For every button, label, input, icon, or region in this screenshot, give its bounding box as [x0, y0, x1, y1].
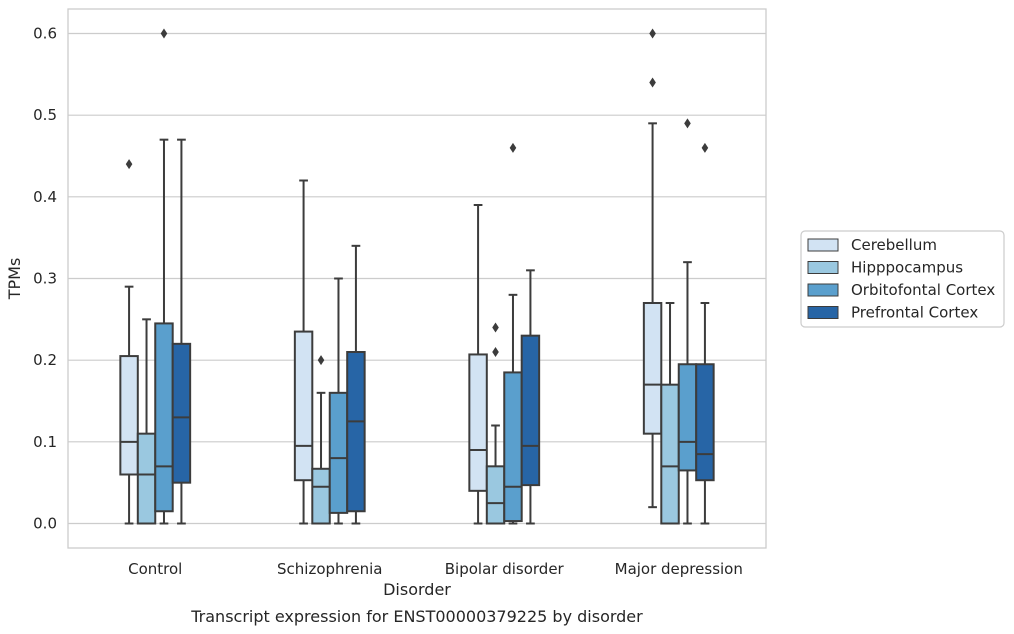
outlier-point: [317, 355, 325, 366]
box-iqr: [328, 391, 349, 514]
box-groups: [119, 28, 715, 525]
box-iqr: [171, 342, 192, 484]
legend-swatch: [807, 238, 839, 252]
box-cerebellum: [119, 159, 139, 525]
outlier-point: [509, 142, 517, 153]
outlier-point: [649, 77, 656, 88]
box-iqr: [346, 351, 366, 513]
x-tick-label: Bipolar disorder: [445, 560, 565, 578]
box-iqr: [154, 322, 174, 513]
box-iqr: [293, 330, 314, 482]
legend-label: Prefrontal Cortex: [851, 304, 978, 322]
box-hipppocampus: [136, 318, 157, 525]
legend-label: Cerebellum: [851, 236, 937, 254]
legend-label: Orbitofontal Cortex: [851, 281, 995, 299]
box-iqr: [485, 465, 506, 525]
outlier-point: [701, 142, 709, 153]
legend-frame: [800, 230, 1005, 328]
outlier-point: [684, 118, 691, 129]
box-prefrontal-cortex: [695, 142, 715, 525]
box-iqr: [642, 302, 663, 435]
box-hipppocampus: [311, 355, 331, 525]
outlier-point: [125, 159, 133, 170]
x-tick-label: Control: [128, 560, 182, 578]
outlier-point: [160, 28, 168, 39]
x-tick-labels: Control Schizophrenia Bipolar disorder Majo…: [128, 560, 743, 578]
plot-frame: [67, 8, 767, 549]
box-hipppocampus: [485, 322, 506, 525]
box-orbitofontal-cortex: [328, 277, 349, 525]
y-tick-label: 0.5: [33, 106, 57, 124]
box-prefrontal-cortex: [171, 138, 192, 525]
box-cerebellum: [468, 204, 488, 525]
y-tick-label: 0.2: [33, 351, 57, 369]
box-cerebellum: [642, 28, 663, 509]
box-prefrontal-cortex: [520, 269, 541, 525]
y-tick-label: 0.0: [33, 515, 57, 533]
box-orbitofontal-cortex: [154, 28, 174, 525]
y-tick-label: 0.1: [33, 433, 57, 451]
box-iqr: [520, 334, 541, 487]
outlier-point: [649, 28, 656, 39]
legend-swatch: [807, 306, 839, 319]
box-iqr: [311, 467, 331, 525]
y-tick-label: 0.4: [33, 188, 57, 206]
box-iqr: [695, 363, 715, 482]
y-tick-label: 0.3: [33, 270, 57, 288]
box-iqr: [468, 353, 488, 492]
box-cerebellum: [293, 179, 314, 525]
box-prefrontal-cortex: [346, 244, 366, 525]
legend: Cerebellum Hipppocampus Orbitofontal Corte…: [800, 230, 1005, 328]
y-tick-labels: 0.0 0.1 0.2 0.3 0.4 0.5 0.6: [33, 25, 57, 533]
figure-caption: Transcript expression for ENST0000037922…: [190, 607, 643, 626]
legend-swatch: [807, 283, 839, 297]
box-iqr: [119, 355, 139, 476]
y-tick-label: 0.6: [33, 25, 57, 43]
legend-swatch: [807, 261, 839, 274]
box-orbitofontal-cortex: [677, 118, 698, 525]
box-iqr: [677, 363, 698, 472]
y-axis-label: TPMs: [5, 258, 24, 301]
box-orbitofontal-cortex: [503, 142, 523, 525]
x-tick-label: Schizophrenia: [277, 560, 382, 578]
box-hipppocampus: [660, 302, 680, 525]
outlier-point: [492, 347, 499, 357]
box-iqr: [136, 432, 157, 525]
box-iqr: [503, 371, 523, 523]
legend-label: Hipppocampus: [851, 259, 963, 277]
box-iqr: [660, 383, 680, 525]
outlier-point: [492, 322, 499, 333]
x-tick-label: Major depression: [615, 560, 743, 578]
x-axis-label: Disorder: [383, 580, 451, 599]
